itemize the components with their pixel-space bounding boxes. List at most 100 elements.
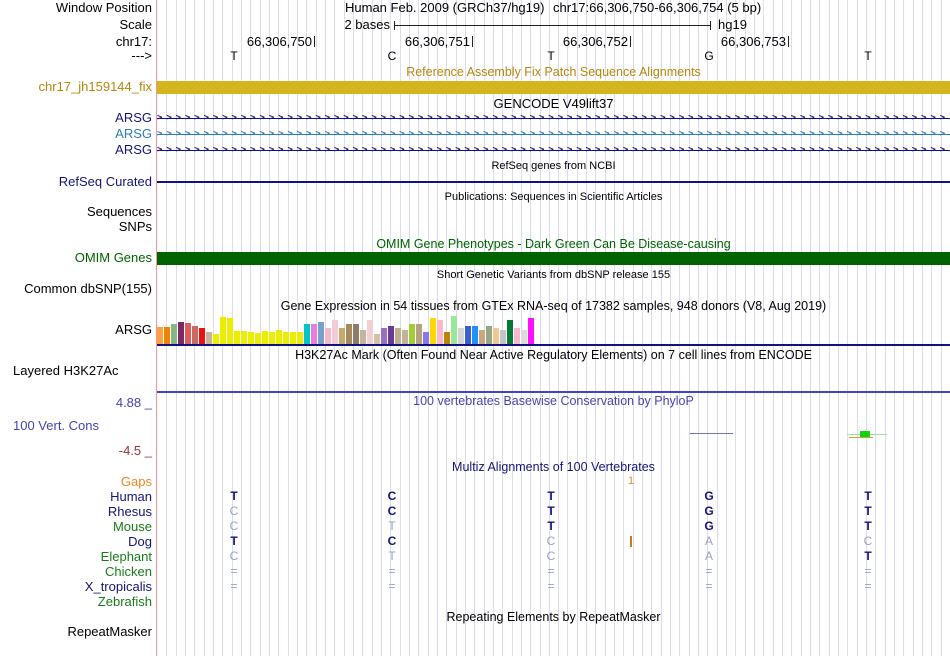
phylop-signal-mark[interactable] (860, 431, 870, 437)
sequences-label[interactable]: Sequences (86, 204, 152, 219)
gtex-bar[interactable] (248, 332, 254, 344)
multiz-base[interactable]: T (547, 504, 555, 518)
multiz-base[interactable]: T (388, 519, 396, 533)
gtex-bar[interactable] (437, 320, 443, 344)
gencode-gene-label[interactable]: ARSG (115, 142, 152, 157)
multiz-base[interactable]: = (864, 579, 872, 593)
gtex-bar[interactable] (444, 332, 450, 344)
multiz-species-label[interactable]: Elephant (100, 549, 152, 564)
gtex-bar[interactable] (297, 332, 303, 344)
gtex-bar[interactable] (472, 326, 478, 344)
phylop-signal-mark[interactable] (690, 433, 733, 434)
gtex-bar[interactable] (388, 326, 394, 344)
gtex-bar[interactable] (507, 320, 513, 344)
gencode-gene-label[interactable]: ARSG (115, 110, 152, 125)
gtex-bar[interactable] (339, 328, 345, 344)
multiz-base[interactable]: C (387, 534, 397, 548)
refseq-gene-line[interactable] (157, 181, 950, 183)
multiz-gaps-label[interactable]: Gaps (120, 474, 152, 489)
phylop-track-label[interactable]: 100 Vert. Cons (13, 418, 99, 433)
multiz-base[interactable]: G (704, 489, 714, 503)
multiz-base[interactable]: = (705, 579, 713, 593)
gtex-bar[interactable] (374, 334, 380, 344)
multiz-base[interactable]: = (547, 579, 555, 593)
fixpatch-bar[interactable] (157, 81, 950, 94)
gene-strand-arrows[interactable]: >>>>>>>>>>>>>>>>>>>>>>>>>>>>>>>>>>>>>>>>… (157, 145, 950, 155)
gtex-bar[interactable] (430, 318, 436, 344)
gtex-bar[interactable] (164, 327, 170, 344)
repeatmasker-label[interactable]: RepeatMasker (67, 624, 152, 639)
gtex-bar[interactable] (395, 328, 401, 344)
h3k27ac-signal-line[interactable] (157, 391, 950, 393)
gtex-bar[interactable] (521, 330, 527, 344)
gtex-bar[interactable] (402, 330, 408, 344)
multiz-base[interactable]: C (863, 534, 873, 548)
multiz-species-label[interactable]: X_tropicalis (84, 579, 152, 594)
gtex-bar[interactable] (255, 333, 261, 344)
gtex-bar[interactable] (269, 332, 275, 344)
multiz-base[interactable]: = (547, 564, 555, 578)
gtex-bar[interactable] (318, 322, 324, 344)
dbsnp-label[interactable]: Common dbSNP(155) (24, 281, 152, 296)
gtex-bar[interactable] (213, 334, 219, 344)
gtex-bar[interactable] (332, 320, 338, 344)
multiz-base[interactable]: T (547, 519, 555, 533)
multiz-base[interactable]: = (705, 564, 713, 578)
gtex-bar[interactable] (528, 318, 534, 344)
gtex-bar[interactable] (465, 326, 471, 344)
gtex-bar[interactable] (206, 332, 212, 344)
gtex-bar[interactable] (178, 322, 184, 344)
gtex-bar[interactable] (241, 331, 247, 344)
multiz-base[interactable]: = (388, 579, 396, 593)
multiz-base[interactable]: C (546, 534, 556, 548)
h3k27ac-track-label[interactable]: Layered H3K27Ac (13, 363, 119, 378)
gene-line[interactable] (157, 134, 950, 135)
multiz-species-label[interactable]: Chicken (105, 564, 152, 579)
gtex-bar[interactable] (192, 326, 198, 344)
gtex-bar[interactable] (514, 328, 520, 344)
gtex-bar[interactable] (451, 316, 457, 344)
multiz-species-label[interactable]: Mouse (112, 519, 152, 534)
omim-gene-bar[interactable] (157, 252, 950, 265)
multiz-species-label[interactable]: Dog (128, 534, 152, 549)
multiz-base[interactable]: G (704, 504, 714, 518)
gtex-bar[interactable] (346, 324, 352, 344)
gtex-bar[interactable] (493, 328, 499, 344)
multiz-species-label[interactable]: Human (110, 489, 152, 504)
gtex-bar[interactable] (409, 324, 415, 344)
gtex-bar[interactable] (500, 330, 506, 344)
gtex-bar[interactable] (199, 328, 205, 344)
gtex-bar[interactable] (220, 317, 226, 344)
gtex-bar[interactable] (479, 330, 485, 344)
gene-strand-arrows[interactable]: >>>>>>>>>>>>>>>>>>>>>>>>>>>>>>>>>>>>>>>>… (157, 113, 950, 123)
gtex-bar[interactable] (381, 328, 387, 344)
multiz-base[interactable]: T (388, 549, 396, 563)
phylop-signal-mark[interactable] (849, 437, 873, 438)
fixpatch-track-label[interactable]: chr17_jh159144_fix (38, 79, 152, 94)
omim-genes-label[interactable]: OMIM Genes (74, 250, 152, 265)
gtex-bar[interactable] (353, 324, 359, 344)
gtex-bar[interactable] (311, 324, 317, 344)
gtex-expression-chart[interactable] (157, 316, 950, 344)
gtex-bar[interactable] (367, 320, 373, 344)
snps-label[interactable]: SNPs (118, 219, 152, 234)
multiz-base[interactable]: = (388, 564, 396, 578)
refseq-curated-label[interactable]: RefSeq Curated (58, 174, 152, 189)
multiz-base[interactable]: T (864, 504, 872, 518)
multiz-base[interactable]: = (230, 579, 238, 593)
gtex-bar[interactable] (276, 330, 282, 344)
multiz-base[interactable]: = (864, 564, 872, 578)
multiz-species-label[interactable]: Rhesus (107, 504, 152, 519)
gtex-bar[interactable] (185, 323, 191, 344)
gtex-bar[interactable] (283, 332, 289, 344)
gtex-gene-label[interactable]: ARSG (115, 322, 152, 337)
gene-line[interactable] (157, 118, 950, 119)
gtex-bar[interactable] (360, 330, 366, 344)
gencode-gene-label[interactable]: ARSG (115, 126, 152, 141)
multiz-base[interactable]: A (704, 534, 714, 548)
gtex-bar[interactable] (234, 331, 240, 344)
multiz-base[interactable]: C (229, 504, 239, 518)
gene-strand-arrows[interactable]: >>>>>>>>>>>>>>>>>>>>>>>>>>>>>>>>>>>>>>>>… (157, 129, 950, 139)
multiz-base[interactable]: = (230, 564, 238, 578)
gtex-bar[interactable] (486, 326, 492, 344)
